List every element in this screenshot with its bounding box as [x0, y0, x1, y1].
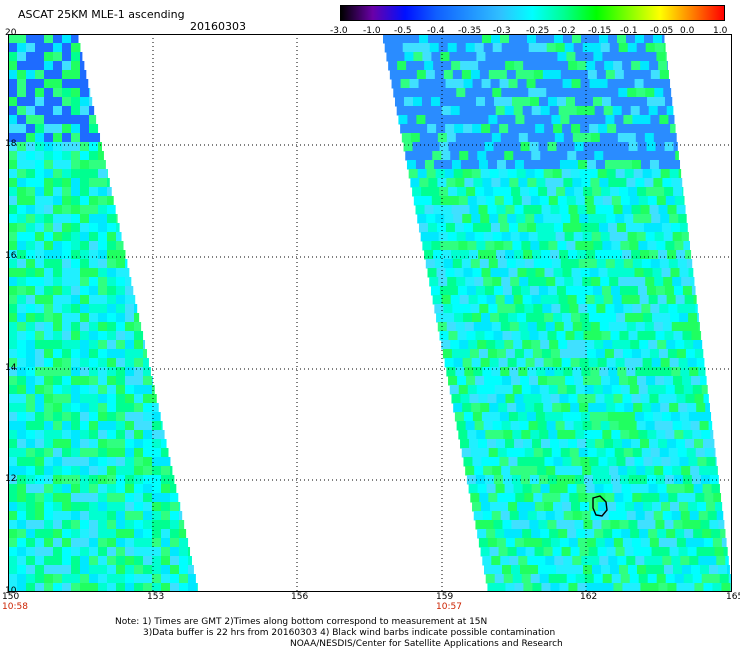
map-date: 20160303: [190, 20, 246, 33]
latitude-label: 18: [5, 139, 17, 149]
lat-lon-grid: [8, 34, 732, 592]
color-scale-label: -0.3: [493, 26, 511, 36]
note-line-3: NOAA/NESDIS/Center for Satellite Applica…: [290, 639, 563, 649]
pass-time-label: 10:58: [2, 602, 28, 612]
color-scale-label: 1.0: [713, 26, 728, 36]
color-scale-label: -3.0: [330, 26, 348, 36]
longitude-label: 162: [580, 592, 598, 602]
latitude-label: 12: [5, 474, 17, 484]
latitude-label: 14: [5, 363, 17, 373]
note-line-2: 3)Data buffer is 22 hrs from 20160303 4)…: [143, 628, 556, 638]
swath-left: [8, 34, 198, 592]
color-scale-label: -0.2: [558, 26, 576, 36]
latitude-label: 16: [5, 251, 17, 261]
note-line-1: Note: 1) Times are GMT 2)Times along bot…: [115, 617, 488, 627]
color-scale-label: -0.5: [394, 26, 412, 36]
color-scale-label: -0.25: [526, 26, 550, 36]
latitude-label: 20: [5, 28, 17, 38]
color-scale-label: -0.35: [458, 26, 482, 36]
color-scale-label: -0.4: [427, 26, 445, 36]
contamination-contour: [592, 495, 608, 517]
longitude-label: 165: [726, 592, 740, 602]
color-scale-label: -0.05: [650, 26, 674, 36]
color-scale-label: -0.15: [588, 26, 612, 36]
color-scale-label: -1.0: [363, 26, 381, 36]
color-scale-label: 0.0: [680, 26, 695, 36]
longitude-label: 159: [436, 592, 454, 602]
map-title: ASCAT 25KM MLE-1 ascending: [18, 8, 185, 21]
pass-time-label: 10:57: [436, 602, 462, 612]
longitude-label: 153: [147, 592, 165, 602]
swath-map: [8, 34, 732, 592]
longitude-label: 156: [291, 592, 309, 602]
longitude-axis-labels: 150 153 156 159 162 165 10:58 10:57: [0, 592, 740, 618]
color-scale-label: -0.1: [620, 26, 638, 36]
color-scale-bar: [340, 5, 725, 21]
latitude-label: 10: [5, 586, 17, 596]
color-scale-labels: -3.0 -1.0 -0.5 -0.4 -0.35 -0.3 -0.25 -0.2 -0.15-…: [330, 26, 730, 38]
longitude-label: 150: [2, 592, 20, 602]
